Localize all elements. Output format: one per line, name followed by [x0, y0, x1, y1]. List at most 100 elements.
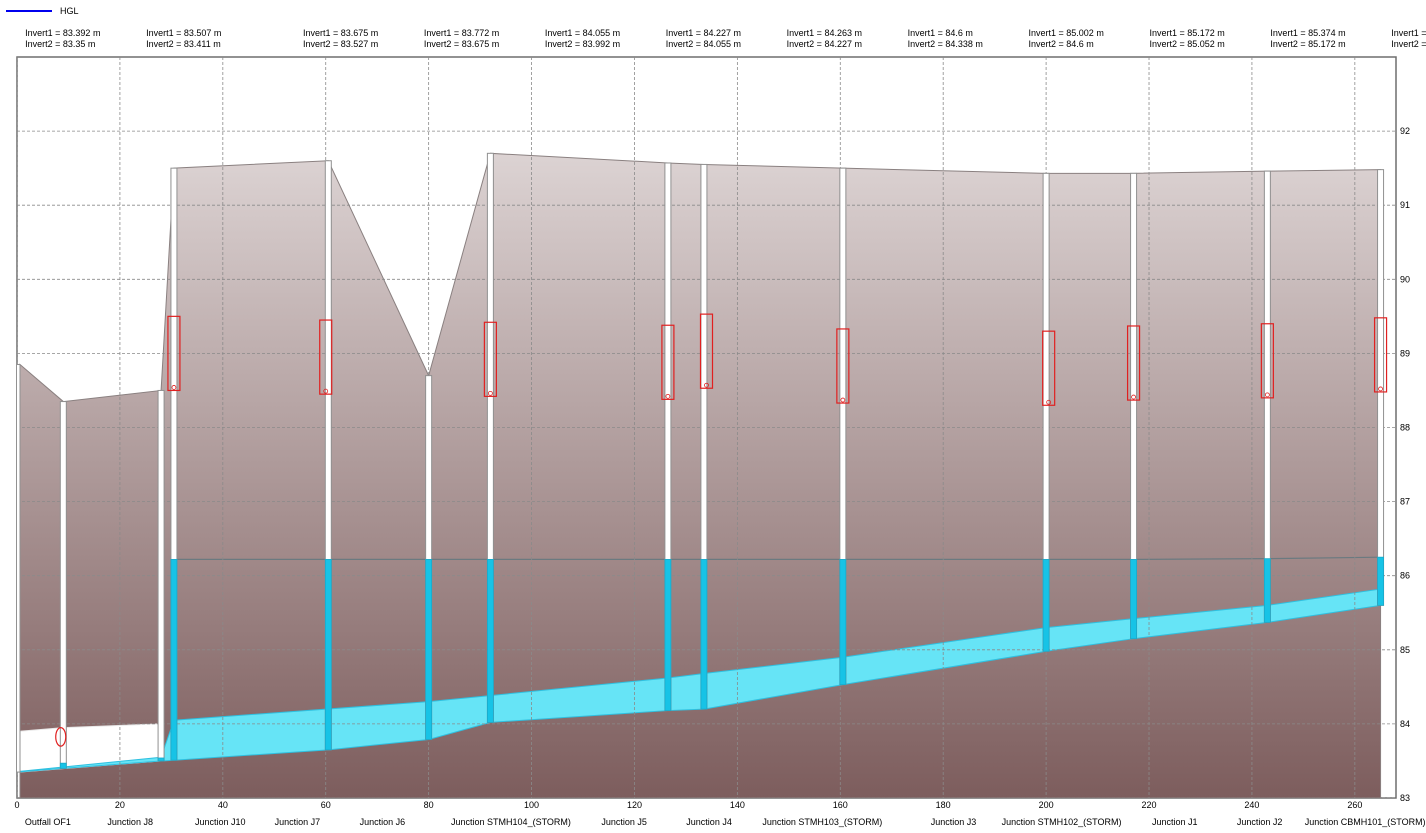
- y-tick-label: 84: [1400, 719, 1410, 729]
- legend: HGL: [6, 6, 79, 16]
- y-tick-label: 86: [1400, 571, 1410, 581]
- node-name-label: Outfall OF1: [25, 817, 71, 827]
- node-name-label: Junction J2: [1237, 817, 1283, 827]
- invert2-label: Invert2 = 84.055 m: [666, 39, 741, 49]
- x-tick-label: 20: [115, 800, 125, 810]
- manhole-shaft: [59, 401, 67, 769]
- node-name-label: Junction J10: [195, 817, 246, 827]
- node-marker-dot: [1046, 399, 1052, 405]
- node-name-label: Junction STMH103_(STORM): [762, 817, 882, 827]
- y-tick-label: 92: [1400, 126, 1410, 136]
- x-tick-label: 60: [321, 800, 331, 810]
- node-marker-dot: [1131, 394, 1136, 400]
- node-marker: [661, 324, 675, 400]
- node-name-label: Junction J8: [107, 817, 153, 827]
- manhole-water: [59, 762, 67, 769]
- invert1-label: Invert1 = 85.593 m: [1391, 28, 1426, 38]
- manhole-water: [1377, 556, 1384, 606]
- hgl-water-band: [17, 588, 1382, 773]
- x-tick-label: 80: [424, 800, 434, 810]
- node-marker-dot: [1264, 392, 1270, 398]
- manhole-water: [700, 558, 708, 710]
- invert1-label: Invert1 = 84.227 m: [666, 28, 741, 38]
- manhole-water: [1263, 558, 1271, 623]
- node-marker: [167, 315, 181, 392]
- x-tick-label: 0: [14, 800, 19, 810]
- manhole-shaft: [17, 364, 21, 773]
- x-tick-label: 160: [833, 800, 848, 810]
- invert2-label: Invert2 = 84.6 m: [1029, 39, 1094, 49]
- node-marker-dot: [704, 382, 709, 388]
- invert1-label: Invert1 = 85.374 m: [1270, 28, 1345, 38]
- manhole-water: [1130, 558, 1137, 640]
- invert2-label: Invert2 = 83.35 m: [25, 39, 95, 49]
- x-tick-label: 200: [1039, 800, 1054, 810]
- invert2-label: Invert2 = 83.992 m: [545, 39, 620, 49]
- y-tick-label: 90: [1400, 274, 1410, 284]
- y-tick-label: 91: [1400, 200, 1410, 210]
- node-marker: [699, 313, 714, 389]
- legend-hgl-label: HGL: [60, 6, 79, 16]
- x-tick-label: 260: [1347, 800, 1362, 810]
- manhole-shaft: [157, 389, 165, 762]
- node-name-label: Junction J5: [601, 817, 647, 827]
- node-marker: [319, 319, 333, 395]
- node-marker: [1373, 317, 1388, 393]
- invert1-label: Invert1 = 84.263 m: [787, 28, 862, 38]
- invert2-label: Invert2 = 83.411 m: [146, 39, 221, 49]
- node-name-label: Junction CBMH101_(STORM): [1305, 817, 1426, 827]
- node-marker-dot: [171, 385, 177, 390]
- manhole-water: [1042, 558, 1050, 652]
- y-tick-label: 85: [1400, 645, 1410, 655]
- x-tick-label: 40: [218, 800, 228, 810]
- node-marker-dot: [487, 390, 493, 396]
- invert2-label: Invert2 = 85.052 m: [1149, 39, 1224, 49]
- node-marker: [1126, 325, 1141, 401]
- node-name-label: Junction J3: [931, 817, 977, 827]
- x-tick-label: 180: [936, 800, 951, 810]
- invert1-label: Invert1 = 83.507 m: [146, 28, 221, 38]
- invert2-label: Invert2 = 83.527 m: [303, 39, 378, 49]
- manhole-water: [839, 558, 847, 686]
- invert1-label: Invert1 = 84.6 m: [908, 28, 973, 38]
- node-marker: [1260, 323, 1274, 399]
- manhole-water: [324, 558, 332, 751]
- x-tick-label: 120: [627, 800, 642, 810]
- x-tick-label: 240: [1244, 800, 1259, 810]
- invert2-label: Invert2 = 83.675 m: [424, 39, 499, 49]
- node-name-label: Junction J6: [360, 817, 406, 827]
- invert1-label: Invert1 = 85.172 m: [1149, 28, 1224, 38]
- y-tick-label: 83: [1400, 793, 1410, 803]
- node-marker: [1042, 330, 1056, 406]
- node-marker-dot: [840, 397, 846, 403]
- invert1-label: Invert1 = 84.055 m: [545, 28, 620, 38]
- manhole-water: [486, 558, 494, 723]
- y-tick-label: 89: [1400, 348, 1410, 358]
- invert2-label: Invert2 = 85.172 m: [1270, 39, 1345, 49]
- manhole-water: [664, 558, 672, 711]
- x-tick-label: 140: [730, 800, 745, 810]
- node-name-label: Junction J4: [686, 817, 732, 827]
- invert2-label: Invert2 = 84.227 m: [787, 39, 862, 49]
- node-marker-dot: [665, 393, 671, 399]
- invert1-label: Invert1 = 83.772 m: [424, 28, 499, 38]
- x-tick-label: 100: [524, 800, 539, 810]
- node-name-label: Junction STMH102_(STORM): [1002, 817, 1122, 827]
- invert1-label: Invert1 = 85.002 m: [1029, 28, 1104, 38]
- node-marker: [55, 727, 67, 747]
- y-tick-label: 88: [1400, 423, 1410, 433]
- manhole-water: [170, 558, 178, 761]
- manhole-water: [425, 558, 433, 740]
- node-marker-dot: [1378, 386, 1383, 392]
- node-name-label: Junction STMH104_(STORM): [451, 817, 571, 827]
- node-name-label: Junction J7: [275, 817, 321, 827]
- y-tick-label: 87: [1400, 497, 1410, 507]
- invert1-label: Invert1 = 83.675 m: [303, 28, 378, 38]
- invert2-label: Invert2 = 85.374 m: [1391, 39, 1426, 49]
- invert1-label: Invert1 = 83.392 m: [25, 28, 100, 38]
- node-marker: [836, 328, 850, 404]
- node-marker: [483, 321, 497, 397]
- x-tick-label: 220: [1141, 800, 1156, 810]
- node-marker-dot: [323, 388, 329, 394]
